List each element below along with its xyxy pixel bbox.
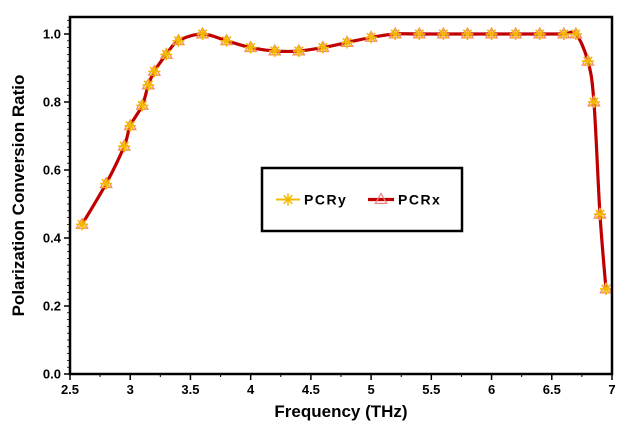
legend: PCRy PCRx (260, 166, 464, 233)
pcry-point (76, 218, 89, 231)
pcry-point (599, 283, 612, 295)
x-tick-label: 2.5 (61, 382, 79, 397)
x-axis-title: Frequency (THz) (274, 402, 407, 421)
x-tick-label: 3 (127, 382, 134, 397)
x-tick-label: 3.5 (181, 382, 199, 397)
pcry-point (268, 45, 281, 57)
pcry-point (581, 55, 594, 68)
x-tick-label: 7 (608, 382, 615, 397)
pcry-point (437, 28, 450, 40)
pcry-point (365, 31, 378, 44)
pcry-point (557, 28, 570, 40)
pcry-point (196, 28, 209, 40)
pcry-point (461, 28, 474, 40)
x-tick-label: 5 (367, 382, 374, 397)
legend-label-pcry: PCRy (304, 192, 347, 208)
legend-marker-pcry (282, 193, 294, 206)
pcry-point (220, 34, 233, 47)
y-axis-title: Polarization Conversion Ratio (9, 75, 28, 317)
axes-layer: 2.5 3 3.5 4 4.5 5 5.5 6 6.5 7 0.0 0.2 0.4 0.6 0.8 1.0 (43, 19, 616, 397)
y-tick-label: 0.6 (43, 163, 61, 178)
pcry-point (533, 28, 546, 40)
series-line-pcry (81, 31, 607, 290)
legend-label-pcrx: PCRx (398, 192, 441, 208)
pcry-point (341, 36, 354, 49)
pcry-point (244, 41, 257, 54)
series-line-pcrx (80, 30, 608, 290)
pcry-point (413, 28, 426, 40)
y-tick-label: 0.4 (43, 231, 62, 246)
pcry-point (118, 140, 131, 153)
pcry-point (142, 79, 155, 91)
pcry-point (569, 28, 582, 40)
y-tick-label: 1.0 (43, 27, 61, 42)
pcry-point (292, 45, 305, 57)
pcry-point (485, 28, 498, 40)
legend-items: PCRy PCRx (276, 192, 441, 208)
pcry-point (587, 96, 600, 108)
pcry-point (509, 28, 522, 40)
pcry-point (148, 65, 161, 78)
pcry-point (160, 48, 173, 61)
pcry-point (316, 41, 329, 54)
series-layer (75, 26, 613, 295)
y-tick-label: 0.0 (43, 367, 61, 382)
pcry-point (100, 177, 113, 190)
y-tick-label: 0.8 (43, 95, 61, 110)
x-tick-label: 4.5 (302, 382, 320, 397)
x-tick-label: 5.5 (422, 382, 440, 397)
pcry-point (389, 28, 402, 40)
pcry-point (172, 34, 185, 47)
x-tick-label: 6 (488, 382, 495, 397)
legend-marker-pcrx (374, 192, 388, 204)
pcry-point (124, 119, 137, 132)
pcry-point (136, 99, 149, 112)
y-tick-label: 0.2 (43, 299, 61, 314)
x-tick-label: 6.5 (543, 382, 561, 397)
x-tick-label: 4 (247, 382, 255, 397)
pcry-point (593, 208, 606, 221)
